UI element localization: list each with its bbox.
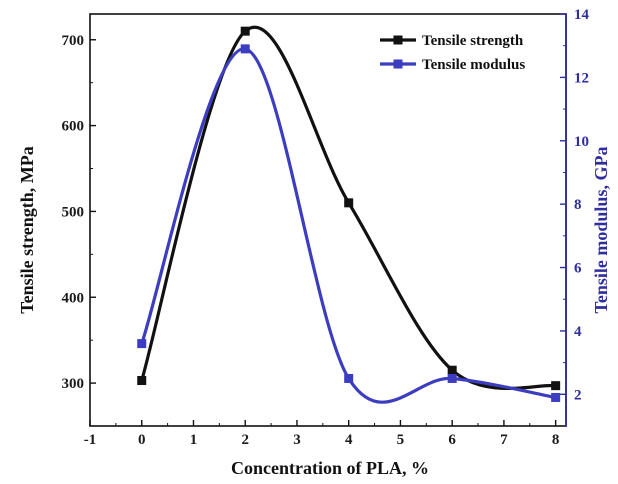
data-point-tensile-modulus [447,373,457,383]
y-tick-label-left: 700 [62,33,85,49]
data-point-tensile-modulus [240,44,250,54]
data-point-tensile-modulus [551,392,561,402]
x-tick-label: 3 [293,432,301,448]
data-point-tensile-strength [344,198,354,208]
x-tick-label: 8 [552,432,560,448]
legend: Tensile strength Tensile modulus [380,33,525,73]
y-tick-label-left: 600 [62,119,85,135]
data-point-tensile-modulus [344,373,354,383]
y-axis-label-left: Tensile strength, MPa [17,146,37,314]
x-tick-label: 0 [138,432,146,448]
x-tick-label: 5 [397,432,405,448]
y-tick-label-right: 10 [574,134,589,150]
y-tick-label-right: 12 [574,70,589,86]
x-tick-label: 2 [241,432,249,448]
legend-label-tensile-modulus: Tensile modulus [422,57,525,73]
legend-label-tensile-strength: Tensile strength [422,33,524,49]
y-axis-label-right: Tensile modulus, GPa [591,147,611,314]
series-line-tensile-strength [140,25,556,390]
y-tick-label-left: 500 [62,204,85,220]
data-point-tensile-strength [240,26,250,36]
data-point-tensile-strength [137,376,147,386]
x-axis-label: Concentration of PLA, % [231,458,429,478]
plot-frame [89,13,567,427]
x-tick-label: 4 [345,432,353,448]
data-point-tensile-strength [447,365,457,375]
x-tick-label: -1 [84,432,97,448]
y-tick-label-right: 14 [574,7,590,23]
legend-marker-tensile-strength [393,35,403,45]
series-layer [137,25,561,404]
y-tick-label-left: 300 [62,376,85,392]
y-tick-label-left: 400 [62,290,85,306]
y-tick-label-right: 2 [574,387,582,403]
y-tick-label-right: 6 [574,261,582,277]
data-point-tensile-modulus [137,339,147,349]
y-tick-label-right: 8 [574,197,582,213]
data-point-tensile-strength [551,381,561,391]
x-tick-label: 1 [190,432,198,448]
x-tick-label: 7 [500,432,508,448]
y-tick-label-right: 4 [574,324,582,340]
x-tick-label: 6 [448,432,456,448]
series-line-tensile-modulus [140,47,556,404]
legend-marker-tensile-modulus [393,59,403,69]
